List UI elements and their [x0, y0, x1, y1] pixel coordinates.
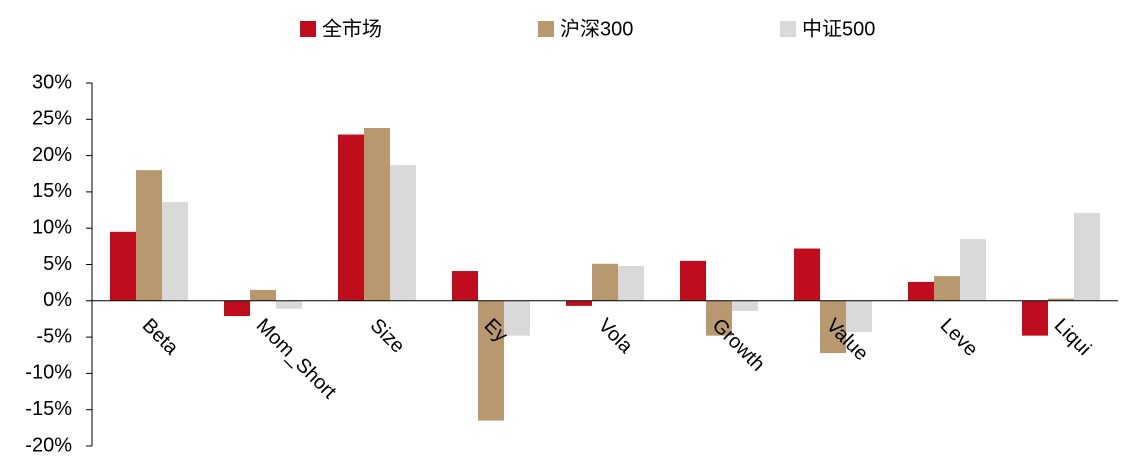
bar [364, 128, 390, 301]
y-tick-label: -10% [25, 362, 72, 384]
y-tick-label: 10% [32, 216, 72, 238]
y-tick-label: -20% [25, 434, 72, 456]
bar [846, 300, 872, 333]
bar [618, 265, 644, 301]
y-tick-label: 30% [32, 71, 72, 93]
bar [276, 300, 302, 309]
bar [706, 300, 732, 336]
y-tick-label: 25% [32, 108, 72, 130]
x-tick-label: Liqui [1050, 315, 1095, 360]
y-tick-label: 5% [43, 253, 72, 275]
bar [820, 300, 846, 354]
bar [1074, 212, 1100, 301]
bar [136, 170, 162, 301]
bar [504, 300, 530, 336]
bar [250, 289, 276, 301]
y-tick-label: -15% [25, 398, 72, 420]
legend-label: 沪深300 [560, 17, 633, 40]
x-tick-label: Beta [138, 315, 183, 360]
bar [794, 248, 820, 301]
x-tick-label: Growth [708, 315, 769, 376]
y-tick-label: 15% [32, 180, 72, 202]
legend-label: 全市场 [322, 17, 382, 40]
bar [452, 271, 478, 301]
legend-swatch [780, 21, 796, 37]
bar [680, 260, 706, 301]
bar [960, 239, 986, 301]
bar [934, 276, 960, 301]
legend-swatch [300, 21, 316, 37]
bar [732, 300, 758, 311]
legend-label: 中证500 [802, 17, 875, 40]
bar [224, 300, 250, 317]
bar [1022, 300, 1048, 336]
x-tick-label: Mom_Short [252, 315, 341, 404]
bar [478, 300, 504, 421]
legend-swatch [538, 21, 554, 37]
y-tick-label: -5% [36, 325, 72, 347]
bar [390, 165, 416, 301]
bar [908, 281, 934, 301]
y-tick-label: 20% [32, 144, 72, 166]
x-tick-label: Size [366, 315, 409, 358]
bar [566, 300, 592, 306]
y-tick-label: 0% [43, 289, 72, 311]
bar [1048, 298, 1074, 301]
bar [110, 231, 136, 301]
x-tick-label: Leve [936, 315, 982, 361]
bar [162, 202, 188, 301]
bar [338, 134, 364, 301]
x-tick-label: Vola [594, 315, 638, 359]
bar [592, 263, 618, 301]
